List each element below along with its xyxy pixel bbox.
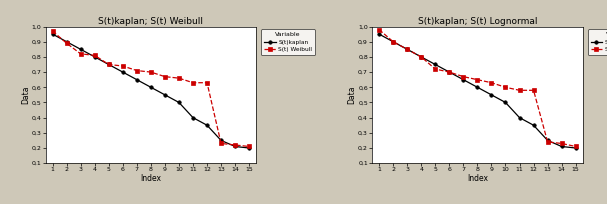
S(t)kaplan	[376, 33, 383, 35]
S(t)kaplan	[148, 86, 155, 89]
S(t) Weibull	[63, 42, 70, 44]
S(t)Lognormal	[502, 86, 509, 89]
S(t) Weibull	[119, 65, 126, 67]
S(t)kaplan	[49, 33, 56, 35]
Line: S(t)kaplan: S(t)kaplan	[51, 32, 251, 150]
S(t)kaplan	[175, 101, 183, 104]
X-axis label: Index: Index	[467, 174, 488, 183]
S(t)Lognormal	[404, 48, 411, 51]
S(t)Lognormal	[473, 79, 481, 81]
S(t) Weibull	[77, 53, 84, 55]
S(t)Lognormal	[459, 75, 467, 78]
S(t)kaplan	[558, 145, 565, 148]
S(t)kaplan	[189, 116, 197, 119]
S(t)Lognormal	[390, 40, 397, 43]
X-axis label: Index: Index	[140, 174, 161, 183]
S(t)Lognormal	[572, 145, 579, 148]
S(t)kaplan	[245, 147, 253, 149]
S(t)kaplan	[77, 48, 84, 51]
S(t)kaplan	[516, 116, 523, 119]
S(t)kaplan	[105, 63, 112, 66]
Title: S(t)kaplan; S(t) Weibull: S(t)kaplan; S(t) Weibull	[98, 17, 203, 26]
S(t)kaplan	[418, 56, 425, 58]
S(t)Lognormal	[446, 71, 453, 73]
S(t)Lognormal	[530, 89, 537, 92]
S(t)kaplan	[530, 124, 537, 126]
S(t)kaplan	[63, 40, 70, 43]
S(t) Weibull	[49, 30, 56, 32]
S(t) Weibull	[105, 63, 112, 66]
S(t) Weibull	[189, 81, 197, 84]
Y-axis label: Data: Data	[348, 86, 357, 104]
Line: S(t)kaplan: S(t)kaplan	[378, 32, 577, 150]
S(t)kaplan	[404, 48, 411, 51]
S(t) Weibull	[203, 81, 211, 84]
S(t) Weibull	[161, 75, 169, 78]
S(t) Weibull	[217, 142, 225, 145]
S(t)kaplan	[119, 71, 126, 73]
S(t) Weibull	[231, 144, 239, 146]
S(t)kaplan	[91, 56, 98, 58]
Line: S(t)Lognormal: S(t)Lognormal	[377, 28, 578, 149]
S(t)kaplan	[459, 79, 467, 81]
Legend: S(t)kaplan, S(t) Weibull: S(t)kaplan, S(t) Weibull	[261, 29, 315, 55]
Legend: S(t)kaplan, S(t)Lognormal: S(t)kaplan, S(t)Lognormal	[588, 29, 607, 55]
S(t) Weibull	[175, 77, 183, 79]
S(t)kaplan	[502, 101, 509, 104]
S(t) Weibull	[245, 145, 253, 148]
S(t)kaplan	[544, 139, 551, 142]
Title: S(t)kaplan; S(t) Lognormal: S(t)kaplan; S(t) Lognormal	[418, 17, 537, 26]
Y-axis label: Data: Data	[21, 86, 30, 104]
S(t)Lognormal	[516, 89, 523, 92]
S(t)kaplan	[231, 145, 239, 148]
S(t)kaplan	[488, 94, 495, 96]
S(t)kaplan	[133, 79, 140, 81]
S(t)kaplan	[572, 147, 579, 149]
S(t)Lognormal	[376, 28, 383, 31]
S(t)kaplan	[432, 63, 439, 66]
S(t)Lognormal	[544, 141, 551, 143]
S(t) Weibull	[148, 71, 155, 73]
S(t) Weibull	[91, 54, 98, 57]
S(t)kaplan	[390, 40, 397, 43]
S(t)kaplan	[473, 86, 481, 89]
S(t)kaplan	[203, 124, 211, 126]
S(t)kaplan	[161, 94, 169, 96]
S(t)kaplan	[446, 71, 453, 73]
S(t)Lognormal	[432, 68, 439, 70]
S(t)Lognormal	[488, 81, 495, 84]
S(t)Lognormal	[558, 142, 565, 145]
Line: S(t) Weibull: S(t) Weibull	[50, 29, 251, 149]
S(t) Weibull	[133, 69, 140, 72]
S(t)kaplan	[217, 139, 225, 142]
S(t)Lognormal	[418, 56, 425, 58]
